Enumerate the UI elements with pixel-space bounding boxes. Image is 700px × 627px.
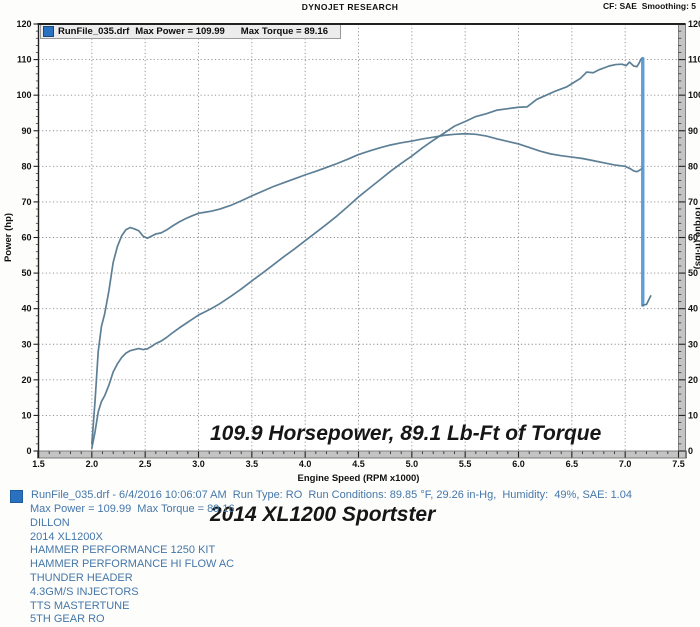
- y-axis-title-right: Torque (ft-lbs): [693, 206, 700, 270]
- power-curve: [90, 57, 644, 450]
- x-tick-label: 3.0: [192, 459, 205, 469]
- info-line: 4.3GM/S INJECTORS: [30, 585, 139, 598]
- x-tick-label: 7.0: [619, 459, 632, 469]
- run-max-torque-label: Max Torque = 89.16: [240, 26, 329, 37]
- y-tick-label-right: 40: [688, 304, 698, 314]
- info-line: HAMMER PERFORMANCE 1250 KIT: [30, 544, 216, 557]
- y-tick-label-right: 60: [688, 233, 698, 243]
- x-axis-title: Engine Speed (RPM x1000): [298, 473, 420, 484]
- y-tick-label-right: 10: [688, 410, 698, 420]
- y-tick-label-left: 30: [21, 339, 31, 349]
- y-tick-label-left: 70: [21, 197, 31, 207]
- run-legend-strip: RunFile_035.drf Max Power = 109.99 Max T…: [40, 25, 342, 39]
- y-tick-label-right: 30: [688, 339, 698, 349]
- info-line: TTS MASTERTUNE: [30, 599, 130, 612]
- y-tick-label-left: 40: [21, 304, 31, 314]
- y-tick-label-left: 10: [21, 410, 31, 420]
- page-title: DYNOJET RESEARCH: [301, 2, 399, 12]
- y-tick-label-right: 50: [688, 268, 698, 278]
- run-max-line: Max Power = 109.99 Max Torque = 89.16: [30, 503, 235, 515]
- x-tick-label: 5.5: [459, 459, 472, 469]
- run-end-tail-hook: [641, 295, 652, 306]
- y-tick-label-right: 110: [688, 55, 700, 65]
- y-tick-label-right: 80: [688, 161, 698, 171]
- y-tick-label-left: 60: [21, 233, 31, 243]
- power-torque-chart: 1.5 2.0 2.5 3.0 3.5 4.0 4.5 5.0 5.5 6.0 6.5 7.0 7.50…: [3, 19, 700, 484]
- y-tick-label-left: 80: [21, 161, 31, 171]
- run-color-swatch: [43, 26, 54, 37]
- run-info-block: RunFile_035.drf - 6/4/2016 10:06:07 AM R…: [10, 489, 632, 627]
- run-notes-list: DILLON 2014 XL1200X HAMMER PERFORMANCE 125…: [10, 517, 632, 627]
- x-tick-label: 3.5: [246, 459, 259, 469]
- y-tick-label-left: 0: [26, 446, 31, 456]
- y-tick-label-right: 100: [688, 90, 700, 100]
- info-line: 2014 XL1200X: [30, 530, 103, 543]
- x-tick-label: 1.5: [32, 459, 45, 469]
- y-tick-label-left: 20: [21, 375, 31, 385]
- y-tick-label-left: 120: [16, 19, 31, 29]
- correction-smoothing-label: CF: SAE Smoothing: 5: [602, 1, 696, 11]
- x-tick-label: 6.0: [512, 459, 525, 469]
- info-line: 5TH GEAR RO: [30, 613, 105, 626]
- annotation-block: 109.9 Horsepower, 89.1 Lb-Ft of Torque 2…: [210, 366, 601, 582]
- info-line: DILLON: [30, 516, 70, 529]
- run-summary-line: RunFile_035.drf - 6/4/2016 10:06:07 AM R…: [31, 489, 632, 501]
- x-tick-label: 4.0: [299, 459, 312, 469]
- annotation-line-2: 2014 XL1200 Sportster: [210, 503, 436, 526]
- y-tick-label-right: 70: [688, 197, 698, 207]
- info-line: HAMMER PERFORMANCE HI FLOW AC: [30, 558, 235, 571]
- y-tick-label-right: 0: [688, 446, 693, 456]
- x-tick-label: 2.5: [139, 459, 152, 469]
- y-tick-label-right: 90: [688, 126, 698, 136]
- run-color-swatch-small: [10, 490, 23, 503]
- x-tick-label: 4.5: [352, 459, 365, 469]
- x-tick-label: 5.0: [406, 459, 419, 469]
- run-max-power-label: Max Power = 109.99: [135, 26, 225, 37]
- y-tick-label-right: 120: [688, 19, 700, 29]
- run-info-header-row: RunFile_035.drf - 6/4/2016 10:06:07 AM R…: [10, 489, 632, 503]
- y-tick-label-left: 90: [21, 126, 31, 136]
- y-axis-band-right: [678, 23, 686, 459]
- y-axis-title-left: Power (hp): [3, 213, 14, 262]
- x-tick-label: 2.0: [86, 459, 99, 469]
- y-tick-label-left: 110: [17, 55, 32, 65]
- annotation-line-1: 109.9 Horsepower, 89.1 Lb-Ft of Torque: [210, 422, 602, 445]
- y-tick-label-left: 50: [21, 268, 31, 278]
- info-line: THUNDER HEADER: [30, 571, 133, 584]
- x-axis-band: [37, 450, 687, 459]
- x-tick-label: 6.5: [566, 459, 579, 469]
- y-tick-label-right: 20: [688, 375, 698, 385]
- y-tick-label-left: 100: [16, 90, 31, 100]
- torque-curve: [90, 132, 644, 445]
- x-tick-label: 7.5: [672, 459, 685, 469]
- run-file-label: RunFile_035.drf: [58, 26, 130, 37]
